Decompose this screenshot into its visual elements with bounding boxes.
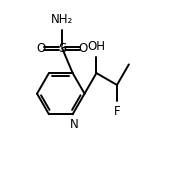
Text: F: F bbox=[114, 105, 120, 118]
Text: S: S bbox=[58, 42, 66, 55]
Text: O: O bbox=[78, 42, 88, 55]
Text: NH₂: NH₂ bbox=[51, 13, 73, 26]
Text: OH: OH bbox=[87, 40, 105, 53]
Text: O: O bbox=[37, 42, 46, 55]
Text: N: N bbox=[70, 118, 79, 131]
